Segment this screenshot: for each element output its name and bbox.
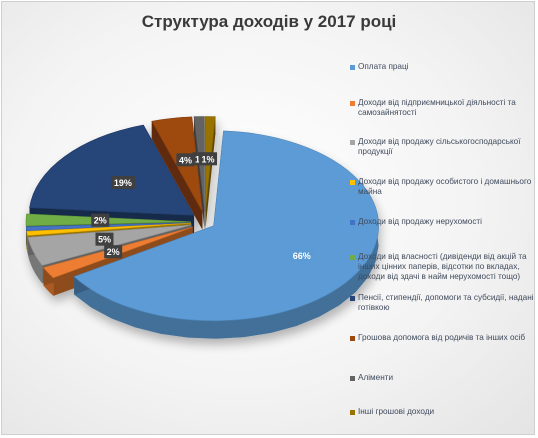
- data-label-box: [104, 245, 123, 259]
- legend-label: Аліменти: [358, 373, 394, 382]
- legend-swatch: [350, 65, 355, 70]
- chart-title: Структура доходів у 2017 році: [141, 12, 397, 31]
- data-label: 4%: [179, 155, 192, 165]
- legend-label: Пенсії, стипендії, допомоги та субсидії,…: [358, 293, 534, 312]
- legend-swatch: [350, 140, 355, 145]
- data-label-box: [176, 153, 195, 167]
- pie-slice-wall: [151, 121, 203, 230]
- legend-label: Доходи від продажу нерухомості: [358, 217, 482, 226]
- data-label: 2%: [94, 216, 107, 226]
- pie-slice: [29, 124, 195, 216]
- data-label: 1%: [202, 154, 215, 164]
- data-label-box: [110, 176, 135, 190]
- data-label-box: [199, 152, 218, 166]
- legend-swatch: [350, 296, 355, 301]
- legend-swatch: [350, 376, 355, 381]
- legend-label: Доходи від продажу особистого і домашньо…: [358, 177, 532, 196]
- legend-label: Доходи від підприємницької діяльності та…: [358, 98, 516, 117]
- data-label: 5%: [98, 235, 111, 245]
- data-label: 2%: [107, 247, 120, 257]
- pie-slice: [26, 222, 192, 236]
- legend: Оплата праці Доходи від підприємницької д…: [350, 0, 538, 438]
- legend-label: Грошова допомога від родичів та інших ос…: [358, 333, 526, 342]
- pie-slice: [73, 130, 379, 322]
- data-label: 66%: [293, 251, 311, 261]
- legend-label: Оплата праці: [358, 62, 409, 71]
- legend-swatch: [350, 255, 355, 260]
- pie-slice-wall: [205, 116, 216, 230]
- data-label-box: [289, 248, 314, 262]
- pie-slice: [25, 222, 192, 232]
- data-label: 19%: [114, 178, 132, 188]
- legend-swatch: [350, 336, 355, 341]
- legend-label: Інші грошові доходи: [358, 407, 435, 416]
- legend-swatch: [350, 180, 355, 185]
- pie-slice-wall: [194, 116, 205, 230]
- legend-swatch: [350, 410, 355, 415]
- legend-label: Доходи від власності (дивіденди від акці…: [358, 252, 527, 281]
- data-label-box: [91, 213, 110, 227]
- data-label-box: [95, 232, 114, 246]
- legend-swatch: [350, 101, 355, 106]
- legend-swatch: [350, 220, 355, 225]
- legend-label: Доходи від продажу сільськогосподарської…: [358, 137, 521, 156]
